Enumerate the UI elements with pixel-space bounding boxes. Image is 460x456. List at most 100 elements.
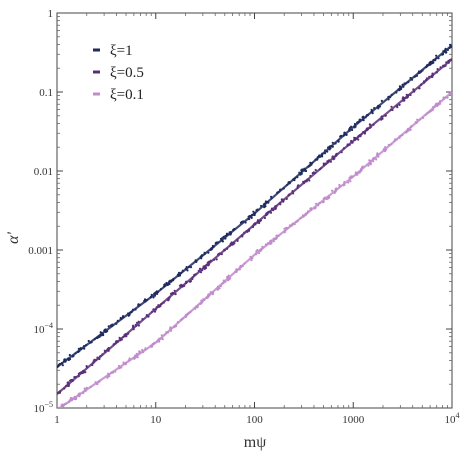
data-point: [97, 335, 101, 338]
data-point: [266, 211, 269, 214]
x-tick-label-exponent: 4: [456, 411, 460, 420]
data-point: [106, 330, 109, 333]
data-point: [72, 354, 75, 357]
data-point: [377, 155, 380, 158]
data-point: [229, 277, 232, 280]
data-point: [222, 235, 225, 238]
data-point: [184, 267, 187, 271]
data-point: [275, 205, 278, 208]
data-point: [226, 247, 229, 250]
data-point: [61, 364, 64, 367]
data-point: [225, 232, 229, 235]
data-point: [283, 227, 286, 230]
data-point: [323, 152, 327, 155]
data-point: [418, 118, 421, 121]
data-point: [200, 256, 203, 259]
data-point: [235, 270, 238, 273]
data-point: [171, 291, 174, 294]
y-tick-label-exponent: −5: [44, 400, 53, 409]
data-point: [132, 324, 135, 327]
data-point: [300, 170, 303, 173]
data-point: [58, 362, 62, 366]
data-point: [314, 206, 317, 209]
data-point: [277, 190, 280, 193]
data-point: [226, 279, 230, 282]
data-point: [426, 112, 429, 115]
data-point: [229, 231, 232, 234]
data-point: [315, 202, 318, 205]
data-point: [248, 229, 251, 232]
data-point: [252, 210, 255, 213]
data-point: [96, 356, 99, 359]
data-point: [107, 325, 110, 328]
data-point: [264, 202, 267, 205]
data-point: [302, 182, 306, 185]
data-point: [327, 146, 330, 149]
data-point: [216, 241, 219, 244]
data-point: [256, 208, 259, 211]
data-point: [351, 141, 354, 144]
data-point: [348, 143, 351, 146]
data-point: [144, 347, 147, 350]
data-point: [74, 352, 77, 355]
data-point: [238, 268, 241, 271]
data-point: [167, 297, 170, 300]
data-point: [391, 108, 394, 112]
data-point: [137, 304, 140, 307]
data-point: [136, 356, 139, 359]
data-point: [415, 74, 418, 77]
data-point: [272, 240, 275, 243]
legend-label: ξ=1: [110, 43, 133, 59]
data-point: [63, 402, 67, 406]
data-point: [401, 97, 404, 100]
data-point: [149, 296, 153, 299]
data-point: [435, 71, 438, 74]
data-point: [434, 59, 437, 62]
data-point: [444, 96, 447, 99]
data-point: [253, 213, 256, 217]
data-point: [264, 200, 267, 203]
data-point: [213, 258, 216, 261]
data-point: [444, 47, 447, 51]
data-point: [445, 61, 448, 64]
legend-label: ξ=0.5: [110, 65, 144, 81]
data-point: [174, 293, 177, 296]
data-point: [251, 225, 255, 229]
data-point: [311, 172, 314, 175]
data-point: [327, 197, 330, 200]
data-point: [331, 189, 334, 192]
data-point: [275, 234, 278, 237]
data-point: [322, 164, 325, 167]
data-point: [63, 387, 66, 390]
data-point: [201, 269, 204, 272]
data-point: [357, 171, 360, 174]
data-point: [269, 210, 272, 213]
data-point: [181, 317, 184, 320]
data-point: [342, 147, 345, 150]
data-point: [89, 341, 92, 344]
data-point: [333, 191, 336, 194]
data-point: [173, 289, 176, 292]
data-point: [401, 134, 404, 137]
data-point: [419, 83, 422, 87]
data-point: [417, 71, 420, 74]
data-point: [119, 316, 122, 320]
data-point: [350, 139, 353, 143]
data-point: [250, 216, 253, 219]
data-point: [212, 245, 215, 248]
data-point: [137, 320, 140, 323]
data-point: [415, 121, 418, 124]
data-point: [317, 204, 320, 207]
data-point: [305, 179, 308, 182]
data-point: [372, 160, 375, 163]
data-point: [209, 248, 212, 251]
data-point: [82, 391, 85, 395]
data-point: [279, 203, 282, 206]
data-point: [80, 347, 83, 350]
data-point: [58, 409, 60, 411]
data-point: [354, 125, 357, 128]
data-point: [395, 91, 398, 94]
data-point: [316, 158, 319, 161]
data-point: [224, 234, 227, 237]
